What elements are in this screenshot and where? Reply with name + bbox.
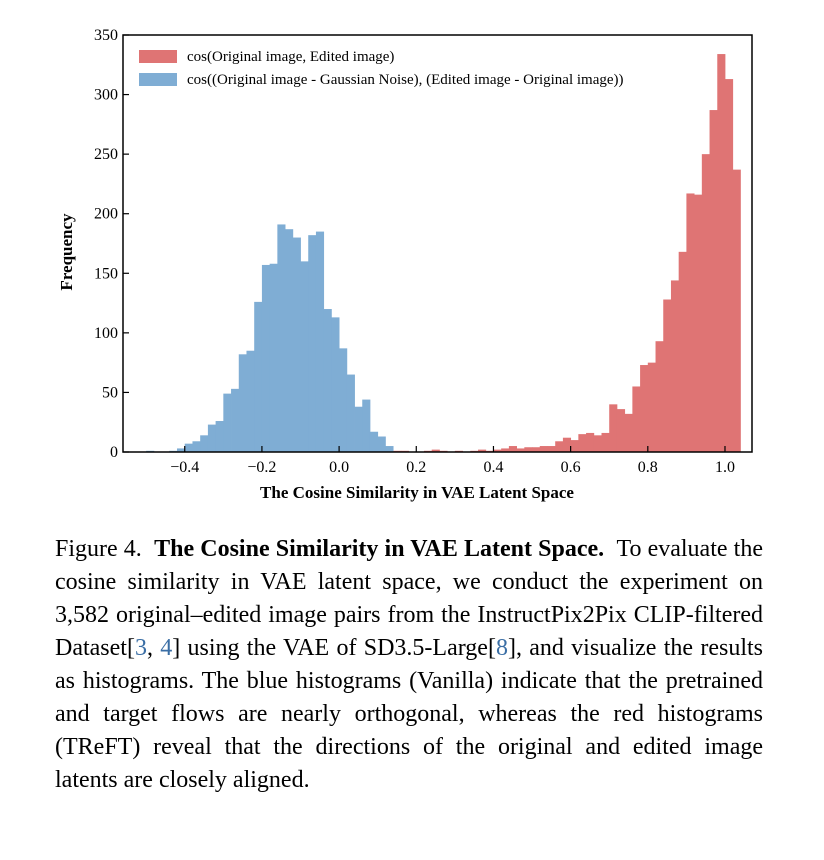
blue-histogram-bar [354, 406, 363, 452]
blue-histogram-bar [277, 224, 286, 452]
blue-histogram-bar [192, 441, 201, 452]
caption-label: Figure 4. [55, 536, 142, 562]
citation-link[interactable]: 3 [134, 635, 147, 661]
histogram-chart: −0.4 −0.2 0.0 0.2 0.4 0.6 0.8 1.0 0 50 100 150 200 25… [57, 27, 753, 502]
red-histogram-bar [686, 193, 695, 452]
blue-histogram-bar [323, 309, 332, 452]
red-histogram-bar [655, 341, 664, 452]
plot-frame [122, 34, 753, 453]
x-tick-label: 0.2 [406, 459, 426, 476]
caption-title: The Cosine Similarity in VAE Latent Spac… [154, 536, 605, 562]
caption-text: To evaluate the cosine similarity in VAE… [55, 536, 763, 661]
red-histogram-bar [601, 432, 610, 452]
red-histogram-bar [431, 449, 440, 452]
y-tick-label: 100 [94, 325, 118, 342]
red-histogram-bar [516, 448, 525, 452]
blue-histogram-bar [377, 436, 386, 452]
blue-histogram-bar [269, 263, 278, 452]
red-histogram-bar [539, 446, 548, 452]
blue-histogram-bar [315, 231, 325, 452]
blue-histogram-bar [339, 348, 348, 452]
red-histogram-bar [701, 154, 710, 452]
caption-text: ] using the VAE of SD3.5-Large[ [172, 635, 496, 661]
red-histogram-bar [547, 446, 556, 452]
x-tick-label: 1.0 [715, 459, 735, 476]
blue-histogram-bar [300, 261, 309, 452]
red-histogram-bar [663, 299, 672, 452]
red-histogram-bar [508, 446, 518, 452]
x-tick-label: 0.8 [638, 459, 658, 476]
red-histogram-bar [478, 449, 487, 452]
blue-histogram-bar [215, 421, 224, 452]
red-histogram-bar [670, 280, 680, 452]
blue-histogram-bar [285, 229, 294, 452]
red-histogram-bar [586, 432, 595, 452]
red-histogram-bar [694, 194, 703, 452]
histogram-bars [146, 54, 741, 453]
y-tick-label: 350 [94, 27, 118, 44]
red-histogram-bar [732, 169, 741, 452]
red-histogram-bar [724, 79, 734, 452]
legend-label-red: cos(Original image, Edited image) [187, 49, 394, 65]
blue-histogram-bar [308, 235, 317, 452]
legend: cos(Original image, Edited image) cos((O… [139, 49, 624, 88]
red-histogram-bar [501, 448, 510, 452]
figure-caption: Figure 4. The Cosine Similarity in VAE L… [55, 533, 763, 797]
blue-histogram-bar [207, 424, 217, 452]
red-histogram-bar [532, 447, 541, 452]
red-histogram-bar [616, 409, 626, 452]
citation-link[interactable]: 8 [495, 635, 508, 661]
y-tick-label: 0 [110, 444, 118, 461]
red-histogram-bar [524, 447, 533, 452]
blue-histogram-bar [346, 374, 355, 452]
red-histogram-bar [570, 440, 579, 452]
blue-histogram-bar [254, 301, 263, 452]
red-histogram-bar [640, 365, 649, 452]
red-histogram-bar [678, 251, 687, 452]
x-tick-label: −0.4 [170, 459, 199, 476]
blue-histogram-bar [369, 431, 379, 452]
red-histogram-bar [717, 54, 726, 453]
blue-histogram-bar [261, 264, 271, 452]
axis-ticks: −0.4 −0.2 0.0 0.2 0.4 0.6 0.8 1.0 0 50 100 150 200 25… [94, 27, 735, 476]
legend-swatch-red [139, 50, 177, 63]
red-histogram-bar [709, 110, 718, 452]
blue-histogram-bar [385, 446, 394, 452]
blue-histogram-bar [223, 393, 232, 452]
y-tick-label: 200 [94, 206, 118, 223]
y-tick-label: 150 [94, 265, 118, 282]
blue-histogram-bar [362, 399, 371, 452]
red-histogram-bar [578, 434, 587, 452]
legend-swatch-blue [139, 73, 177, 86]
red-histogram-bar [593, 435, 602, 452]
y-tick-label: 250 [94, 146, 118, 163]
red-histogram-bar [493, 449, 502, 452]
caption-text: ], and visualize the results as histogra… [55, 635, 763, 793]
blue-histogram-bar [231, 388, 240, 452]
x-tick-label: 0.0 [329, 459, 349, 476]
x-tick-label: 0.4 [483, 459, 503, 476]
blue-histogram-bar [238, 354, 247, 452]
red-histogram-bar [647, 362, 656, 452]
caption-text: , [146, 635, 161, 661]
blue-histogram-bar [177, 448, 186, 452]
blue-histogram-bar [246, 350, 255, 452]
x-tick-label: −0.2 [247, 459, 276, 476]
red-histogram-bar [624, 413, 633, 452]
legend-label-blue: cos((Original image - Gaussian Noise), (… [187, 72, 624, 88]
y-tick-label: 300 [94, 87, 118, 104]
blue-histogram-bar [184, 443, 193, 452]
x-axis-label: The Cosine Similarity in VAE Latent Spac… [260, 483, 574, 502]
y-tick-label: 50 [102, 384, 118, 401]
blue-histogram-bar [200, 435, 209, 452]
citation-link[interactable]: 4 [160, 635, 173, 661]
blue-histogram-bar [292, 237, 301, 452]
red-histogram-bar [555, 441, 564, 452]
red-histogram-bar [562, 437, 572, 452]
y-axis-label: Frequency [57, 213, 76, 291]
red-histogram-bar [609, 404, 618, 452]
x-tick-label: 0.6 [561, 459, 581, 476]
blue-histogram-bar [331, 317, 340, 452]
red-histogram-bar [632, 386, 641, 452]
